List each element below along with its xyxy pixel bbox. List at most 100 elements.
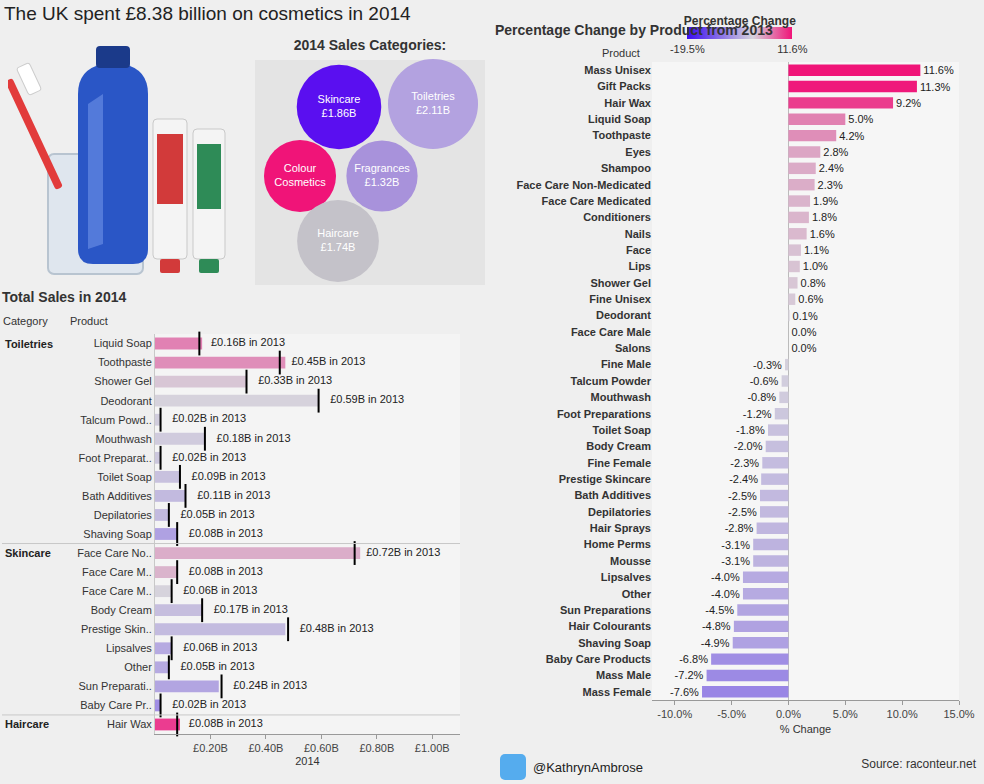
svg-text:0.1%: 0.1% — [793, 310, 818, 322]
svg-text:£0.05B in 2013: £0.05B in 2013 — [180, 508, 254, 520]
svg-text:Shaving Soap: Shaving Soap — [578, 637, 651, 649]
svg-text:Toilet Soap: Toilet Soap — [97, 471, 151, 483]
svg-text:Liquid Soap: Liquid Soap — [588, 113, 651, 125]
svg-text:Skincare£1.86B: Skincare£1.86B — [318, 93, 361, 119]
svg-text:£0.16B in 2013: £0.16B in 2013 — [211, 336, 285, 348]
svg-text:Talcum Powder: Talcum Powder — [571, 375, 652, 387]
svg-text:£0.06B in 2013: £0.06B in 2013 — [183, 584, 257, 596]
svg-text:-7.2%: -7.2% — [675, 669, 704, 681]
svg-text:Baby Care Products: Baby Care Products — [546, 653, 651, 665]
svg-text:£0.17B in 2013: £0.17B in 2013 — [214, 603, 288, 615]
svg-text:£0.20B: £0.20B — [193, 742, 228, 754]
svg-text:-4.0%: -4.0% — [711, 571, 740, 583]
svg-text:Mass Unisex: Mass Unisex — [584, 64, 652, 76]
svg-text:11.6%: 11.6% — [777, 43, 808, 55]
svg-text:-4.0%: -4.0% — [711, 588, 740, 600]
svg-text:Fine Male: Fine Male — [601, 358, 651, 370]
svg-text:Face Care Non-Medicated: Face Care Non-Medicated — [517, 179, 651, 191]
svg-text:-2.5%: -2.5% — [728, 506, 757, 518]
svg-text:Skincare: Skincare — [5, 547, 51, 559]
svg-text:£0.72B in 2013: £0.72B in 2013 — [366, 546, 440, 558]
svg-text:Sun Preparati..: Sun Preparati.. — [78, 680, 151, 692]
svg-text:Body Cream: Body Cream — [586, 440, 651, 452]
svg-text:Eyes: Eyes — [625, 146, 651, 158]
svg-text:Face Care M..: Face Care M.. — [82, 585, 152, 597]
svg-text:Other: Other — [622, 588, 652, 600]
svg-text:-3.1%: -3.1% — [721, 555, 750, 567]
svg-text:1.9%: 1.9% — [813, 195, 838, 207]
svg-text:Foot Preparat..: Foot Preparat.. — [78, 452, 151, 464]
svg-text:Product: Product — [602, 47, 640, 59]
svg-text:-19.5%: -19.5% — [670, 43, 705, 55]
svg-text:2.4%: 2.4% — [819, 162, 844, 174]
svg-text:Mass Male: Mass Male — [596, 669, 651, 681]
svg-text:£0.59B in 2013: £0.59B in 2013 — [330, 393, 404, 405]
svg-text:1.8%: 1.8% — [812, 211, 837, 223]
svg-text:Hair Wax: Hair Wax — [604, 97, 652, 109]
svg-text:Deodorant: Deodorant — [100, 395, 151, 407]
svg-text:£0.08B in 2013: £0.08B in 2013 — [189, 717, 263, 729]
svg-text:Lipsalves: Lipsalves — [601, 571, 651, 583]
svg-text:Face Care Male: Face Care Male — [571, 326, 651, 338]
svg-text:Hair Sprays: Hair Sprays — [590, 522, 651, 534]
svg-text:£0.05B in 2013: £0.05B in 2013 — [180, 660, 254, 672]
svg-text:Home Perms: Home Perms — [584, 538, 651, 550]
svg-text:£0.60B: £0.60B — [304, 742, 339, 754]
svg-text:Mouthwash: Mouthwash — [591, 391, 652, 403]
svg-text:0.0%: 0.0% — [791, 326, 816, 338]
svg-text:-5.0%: -5.0% — [717, 708, 746, 720]
svg-text:0.0%: 0.0% — [776, 708, 801, 720]
svg-text:Face Care Medicated: Face Care Medicated — [542, 195, 651, 207]
svg-text:-2.3%: -2.3% — [730, 457, 759, 469]
svg-text:£0.48B in 2013: £0.48B in 2013 — [300, 622, 374, 634]
svg-text:Lipsalves: Lipsalves — [106, 642, 152, 654]
svg-text:Deodorant: Deodorant — [596, 309, 651, 321]
svg-text:Nails: Nails — [625, 228, 651, 240]
svg-text:0.6%: 0.6% — [798, 293, 823, 305]
svg-text:Prestige Skin..: Prestige Skin.. — [81, 623, 152, 635]
svg-text:Toilet Soap: Toilet Soap — [593, 424, 652, 436]
svg-text:0.0%: 0.0% — [791, 342, 816, 354]
svg-text:-1.8%: -1.8% — [736, 424, 765, 436]
svg-text:Shampoo: Shampoo — [601, 162, 651, 174]
svg-text:£0.09B in 2013: £0.09B in 2013 — [192, 470, 266, 482]
svg-text:Toothpaste: Toothpaste — [98, 356, 152, 368]
svg-text:Salons: Salons — [615, 342, 651, 354]
svg-text:Toiletries: Toiletries — [5, 338, 53, 350]
svg-text:-6.8%: -6.8% — [679, 653, 708, 665]
svg-text:Gift Packs: Gift Packs — [597, 80, 651, 92]
svg-text:Depilatories: Depilatories — [588, 506, 651, 518]
svg-text:Talcum Powd..: Talcum Powd.. — [80, 414, 152, 426]
svg-text:Mouthwash: Mouthwash — [96, 433, 152, 445]
svg-text:1.6%: 1.6% — [810, 228, 835, 240]
svg-text:11.6%: 11.6% — [923, 64, 954, 76]
svg-text:Sun Preparations: Sun Preparations — [560, 604, 651, 616]
svg-text:Liquid Soap: Liquid Soap — [94, 337, 152, 349]
svg-text:-4.9%: -4.9% — [701, 637, 730, 649]
svg-text:-0.6%: -0.6% — [750, 375, 779, 387]
svg-text:Hair Colourants: Hair Colourants — [568, 620, 651, 632]
svg-text:2014: 2014 — [295, 755, 319, 767]
svg-text:Lips: Lips — [628, 260, 651, 272]
svg-text:Haircare: Haircare — [5, 718, 49, 730]
svg-text:0.8%: 0.8% — [801, 277, 826, 289]
svg-text:2014 Sales Categories:: 2014 Sales Categories: — [294, 37, 447, 53]
svg-text:10.0%: 10.0% — [887, 708, 918, 720]
svg-text:Fine Female: Fine Female — [587, 457, 651, 469]
svg-text:Shower Gel: Shower Gel — [94, 375, 151, 387]
svg-text:£0.06B in 2013: £0.06B in 2013 — [183, 641, 257, 653]
svg-text:Shower Gel: Shower Gel — [590, 277, 651, 289]
svg-text:-2.0%: -2.0% — [734, 440, 763, 452]
svg-text:Shaving Soap: Shaving Soap — [83, 528, 152, 540]
svg-text:-2.8%: -2.8% — [725, 522, 754, 534]
svg-text:Toothpaste: Toothpaste — [593, 129, 651, 141]
svg-text:Percentage Change by Product f: Percentage Change by Product from 2013 — [495, 22, 773, 38]
svg-text:1.1%: 1.1% — [804, 244, 829, 256]
svg-text:£0.40B: £0.40B — [248, 742, 283, 754]
svg-text:Face Care M..: Face Care M.. — [82, 566, 152, 578]
svg-text:£0.02B in 2013: £0.02B in 2013 — [172, 412, 246, 424]
svg-text:% Change: % Change — [780, 723, 831, 735]
svg-text:Prestige Skincare: Prestige Skincare — [559, 473, 651, 485]
svg-text:Depilatories: Depilatories — [94, 509, 153, 521]
svg-text:5.0%: 5.0% — [848, 113, 873, 125]
